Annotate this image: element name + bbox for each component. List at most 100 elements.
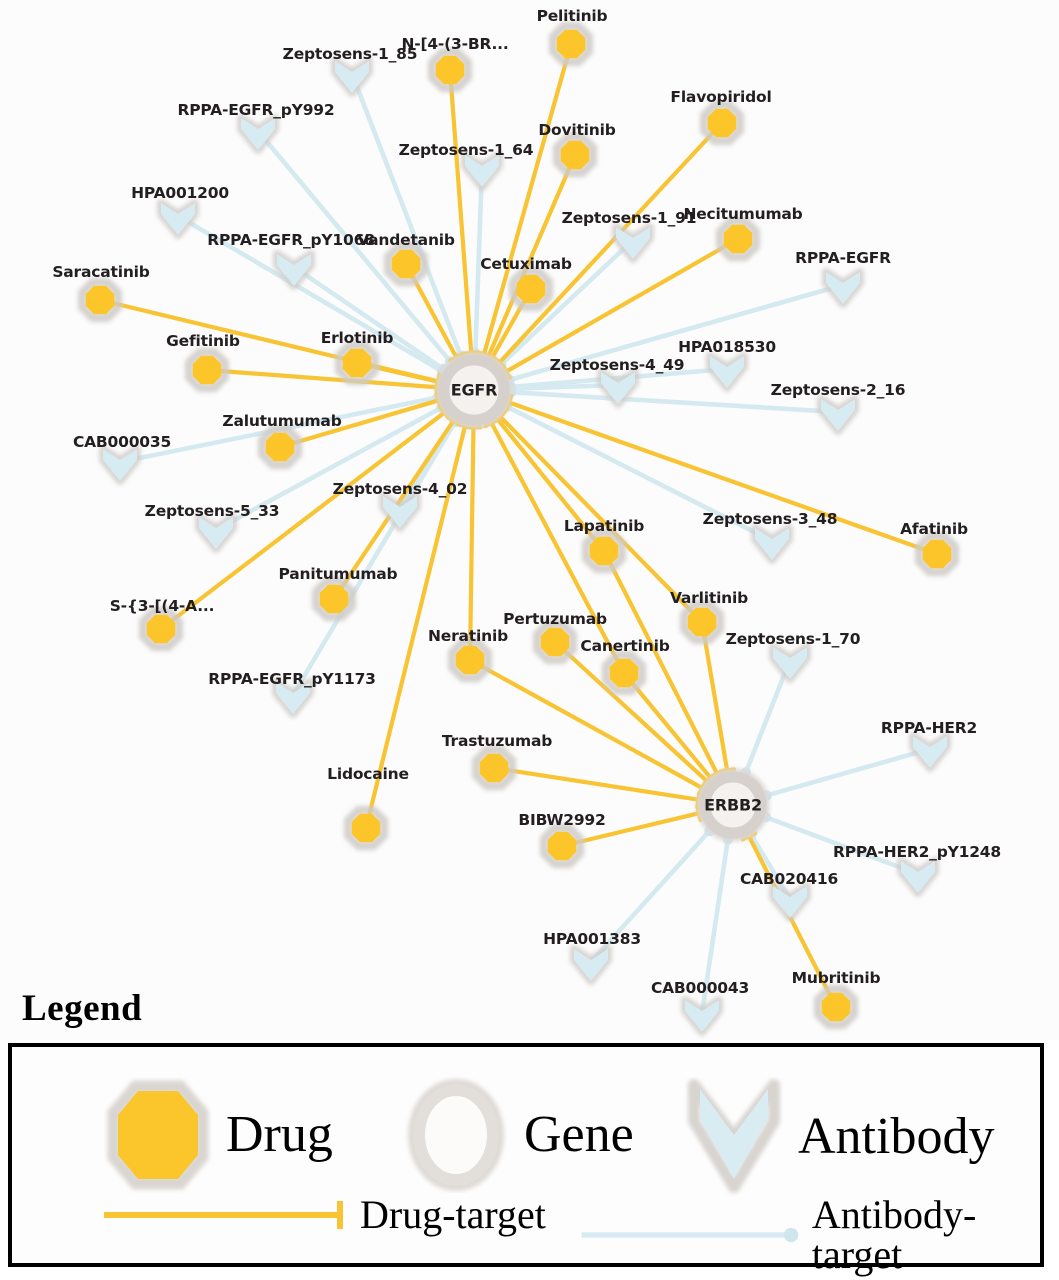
- network-canvas[interactable]: Zeptosens-1_85 Zeptosens-1_64 RPPA-EGFR_pY…: [0, 0, 1059, 1040]
- antibody-node[interactable]: [769, 882, 811, 922]
- edge: [746, 834, 839, 1010]
- antibody-node-body: [685, 1000, 719, 1032]
- drug-node[interactable]: [447, 637, 493, 683]
- antibody-node[interactable]: [897, 857, 939, 897]
- drug-node[interactable]: [77, 277, 123, 323]
- drug-node-body: [556, 29, 586, 59]
- drug-node-halo: [715, 216, 761, 262]
- antibody-node[interactable]: [331, 57, 373, 97]
- drug-node[interactable]: [699, 100, 745, 146]
- gene-node-erbb2[interactable]: [696, 768, 770, 842]
- edge: [498, 237, 636, 367]
- drug-node-halo: [383, 241, 429, 287]
- drug-node[interactable]: [334, 340, 380, 386]
- antibody-node-body: [277, 254, 311, 286]
- drug-node[interactable]: [508, 266, 554, 312]
- antibody-node-body: [241, 118, 275, 150]
- drug-node-body: [146, 614, 176, 644]
- antibody-node[interactable]: [99, 445, 141, 485]
- drug-node[interactable]: [184, 347, 230, 393]
- antibody-node-body: [383, 496, 417, 528]
- antibody-node[interactable]: [273, 250, 315, 290]
- edge: [473, 165, 485, 356]
- edge: [349, 71, 463, 358]
- drug-node[interactable]: [138, 606, 184, 652]
- antibody-node[interactable]: [769, 643, 811, 683]
- gene-icon: [408, 1079, 504, 1191]
- drug-node[interactable]: [343, 805, 389, 851]
- drug-node[interactable]: [813, 984, 859, 1030]
- drug-node[interactable]: [552, 132, 598, 178]
- edge: [763, 814, 921, 877]
- drug-node-halo: [184, 347, 230, 393]
- antibody-node[interactable]: [461, 151, 503, 191]
- drug-node[interactable]: [311, 576, 357, 622]
- drug-node-halo: [334, 340, 380, 386]
- drug-node-halo: [343, 805, 389, 851]
- drug-node-halo: [813, 984, 859, 1030]
- drug-node-body: [192, 355, 222, 385]
- drug-node[interactable]: [601, 650, 647, 696]
- legend-box: Drug Gene Antibody: [8, 1043, 1044, 1275]
- legend-item-antibody-target: Antibody-target: [578, 1195, 1040, 1275]
- drug-node-body: [687, 607, 717, 637]
- drug-node[interactable]: [471, 745, 517, 791]
- edge: [467, 424, 476, 663]
- antibody-node[interactable]: [751, 524, 793, 564]
- antibody-node[interactable]: [570, 945, 612, 985]
- drug-node-body: [342, 348, 372, 378]
- drug-node-halo: [679, 599, 725, 645]
- antibody-node[interactable]: [237, 114, 279, 154]
- gene-node-label: ERBB2: [704, 795, 762, 815]
- drug-node-body: [723, 224, 753, 254]
- antibody-node[interactable]: [195, 513, 237, 553]
- drug-node-halo: [471, 745, 517, 791]
- legend-item-antibody: Antibody: [684, 1077, 994, 1197]
- edge: [158, 410, 447, 632]
- antibody-node[interactable]: [909, 732, 951, 772]
- drug-node[interactable]: [914, 531, 960, 577]
- drug-node-body: [265, 432, 295, 462]
- drug-node[interactable]: [539, 823, 585, 869]
- drug-node-halo: [77, 277, 123, 323]
- edge: [447, 67, 474, 356]
- drug-node[interactable]: [581, 528, 627, 574]
- antibody-node[interactable]: [822, 268, 864, 308]
- antibody-node[interactable]: [157, 199, 199, 239]
- edge: [699, 619, 730, 773]
- edge: [175, 213, 445, 374]
- drug-node[interactable]: [548, 21, 594, 67]
- antibody-node[interactable]: [612, 223, 654, 263]
- drug-icon: [107, 1080, 209, 1190]
- drug-node-halo: [427, 47, 473, 93]
- edge: [363, 423, 468, 831]
- antibody-node-body: [574, 949, 608, 981]
- drug-node-halo: [311, 576, 357, 622]
- antibody-node[interactable]: [681, 996, 723, 1036]
- drug-node[interactable]: [427, 47, 473, 93]
- gene-node-ring: [438, 354, 510, 426]
- antibody-node-body: [901, 861, 935, 893]
- gene-node-egfr[interactable]: [435, 351, 513, 429]
- antibody-node[interactable]: [272, 678, 314, 718]
- drug-node[interactable]: [383, 241, 429, 287]
- drug-node[interactable]: [257, 424, 303, 470]
- antibody-node[interactable]: [597, 368, 639, 408]
- drug-node[interactable]: [679, 599, 725, 645]
- edge: [204, 367, 440, 390]
- antibody-node[interactable]: [379, 492, 421, 532]
- drug-node-body: [540, 627, 570, 657]
- network-graph-svg[interactable]: [0, 0, 1059, 1040]
- drug-node-halo: [532, 619, 578, 665]
- drug-node[interactable]: [715, 216, 761, 262]
- antibody-node[interactable]: [706, 352, 748, 392]
- legend-label-drug-target: Drug-target: [360, 1192, 546, 1237]
- antibody-node[interactable]: [817, 395, 859, 435]
- antibody-node-body: [913, 736, 947, 768]
- antibody-node-body: [773, 886, 807, 918]
- antibody-node-body: [103, 449, 137, 481]
- nodes-layer[interactable]: [77, 21, 960, 1036]
- drug-node-body: [479, 753, 509, 783]
- drug-node[interactable]: [532, 619, 578, 665]
